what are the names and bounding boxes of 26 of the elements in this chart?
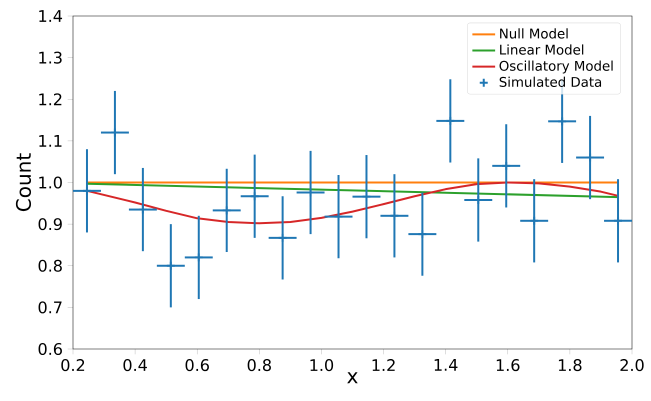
y-tick-label: 1.0 [39,176,62,189]
x-tick-label: 1.6 [496,359,520,372]
x-tick-label: 1.8 [558,359,582,372]
line-series [86,182,620,224]
x-tick-label: 0.2 [61,359,84,372]
x-tick-label: 0.8 [248,359,271,372]
y-tick-label: 1.3 [39,52,62,64]
x-tick-label: 0.6 [186,359,209,372]
legend-label: Simulated Data [500,76,602,87]
x-tick-label: 1.0 [310,359,334,372]
x-tick-label: 1.2 [372,359,395,371]
y-tick-label: 0.6 [38,342,62,356]
x-axis-title: x [347,372,358,384]
y-tick-label: 0.8 [38,260,62,272]
x-tick-label: 2.0 [620,359,644,372]
legend-label: Oscillatory Model [500,60,613,74]
legend-label: Linear Model [500,44,584,55]
y-tick-label: 0.7 [38,301,62,314]
legend-label: Null Model [500,28,568,39]
y-tick-label: 1.4 [39,10,62,22]
y-axis-title: Count [16,153,32,212]
y-tick-label: 1.2 [39,93,62,106]
x-tick-label: 1.4 [434,359,458,371]
x-tick-label: 0.4 [123,359,147,372]
y-tick-label: 0.9 [38,218,62,230]
y-tick-label: 1.1 [39,135,62,147]
